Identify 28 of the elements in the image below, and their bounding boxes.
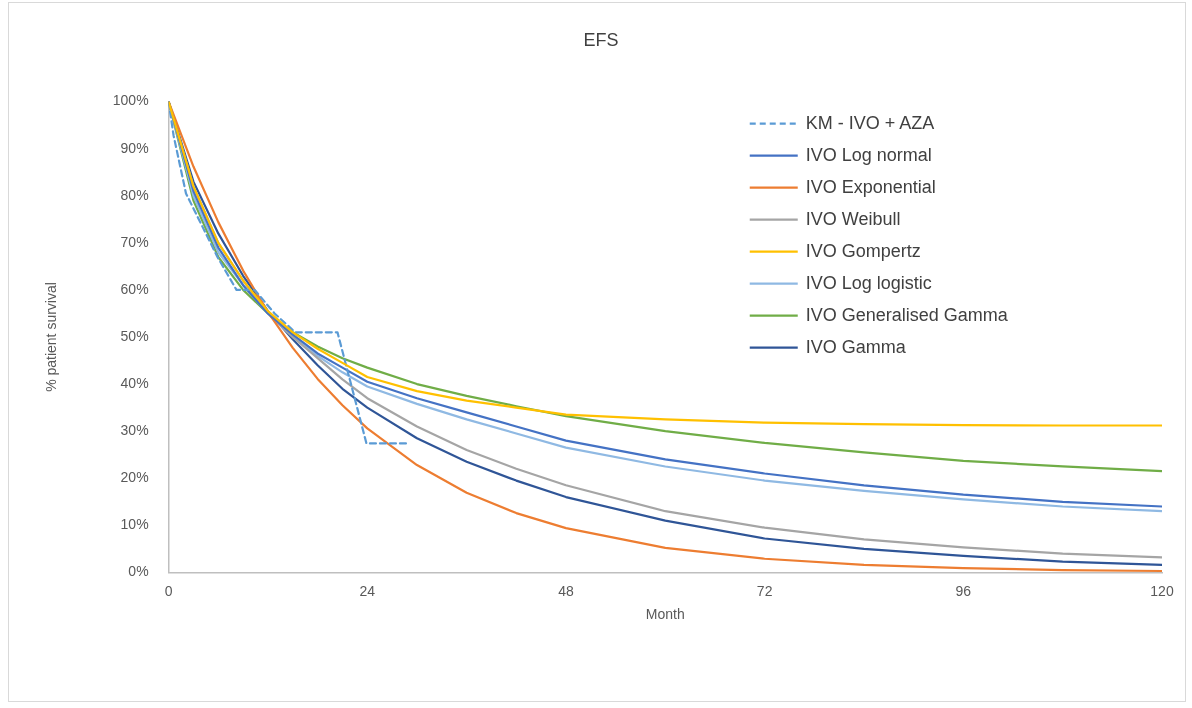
- y-tick-label: 20%: [120, 469, 149, 486]
- legend-label: IVO Gompertz: [805, 240, 921, 261]
- x-tick-label: 0: [164, 582, 173, 599]
- y-tick-label: 50%: [120, 327, 149, 344]
- legend-label: KM - IVO + AZA: [805, 112, 935, 133]
- x-axis-title: Month: [645, 606, 685, 623]
- x-tick-label: 96: [955, 582, 972, 599]
- y-tick-label: 90%: [120, 139, 149, 156]
- x-tick-label: 120: [1150, 582, 1174, 599]
- legend-label: IVO Exponential: [805, 176, 936, 197]
- y-tick-label: 30%: [120, 422, 149, 439]
- legend-label: IVO Generalised Gamma: [805, 304, 1009, 325]
- legend-label: IVO Gamma: [805, 336, 907, 357]
- y-tick-label: 10%: [120, 516, 149, 533]
- x-tick-label: 48: [558, 582, 574, 599]
- y-tick-label: 0%: [128, 563, 149, 580]
- y-tick-label: 70%: [120, 233, 149, 250]
- y-axis-title: % patient survival: [43, 282, 60, 392]
- y-tick-label: 80%: [120, 186, 149, 203]
- legend-label: IVO Log logistic: [805, 272, 932, 293]
- y-tick-label: 40%: [120, 374, 149, 391]
- legend-label: IVO Log normal: [805, 144, 932, 165]
- x-tick-label: 72: [756, 582, 773, 599]
- y-tick-label: 60%: [120, 280, 149, 297]
- y-tick-label: 100%: [112, 92, 149, 109]
- x-tick-label: 24: [359, 582, 376, 599]
- chart-title: EFS: [583, 29, 619, 50]
- legend-label: IVO Weibull: [805, 208, 901, 229]
